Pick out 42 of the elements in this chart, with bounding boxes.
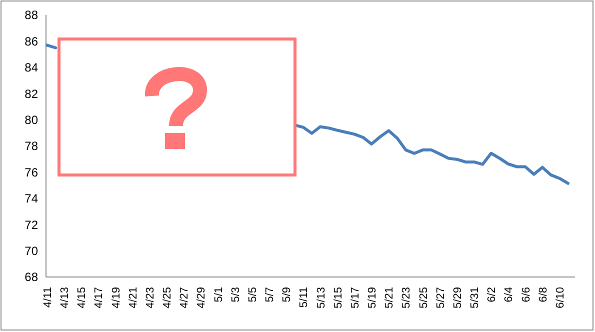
x-tick-label: 5/9 [281, 287, 294, 302]
x-tick-label: 6/10 [554, 287, 566, 308]
x-tick-label: 6/6 [520, 287, 532, 302]
x-tick-label: 4/19 [110, 287, 122, 308]
x-tick-label: 4/13 [59, 287, 72, 308]
y-tick-label: 74 [24, 192, 38, 206]
y-tick-label: 72 [24, 218, 38, 232]
x-tick-label: 6/2 [486, 287, 498, 302]
x-tick-label: 5/7 [264, 287, 276, 302]
x-tick-label: 5/31 [469, 287, 482, 308]
y-tick-label: 78 [24, 139, 38, 154]
y-tick-label: 84 [24, 60, 38, 75]
y-tick-label: 82 [24, 86, 38, 101]
y-tick-label: 68 [24, 270, 38, 284]
x-tick-label: 4/11 [42, 287, 54, 308]
y-tick-label: 70 [24, 244, 38, 258]
y-tick-label: 88 [24, 8, 38, 22]
x-tick-label: 5/23 [400, 287, 413, 308]
y-tick-label: 76 [24, 165, 38, 180]
x-tick-label: 4/25 [162, 287, 174, 308]
x-tick-label: 5/15 [332, 287, 344, 308]
x-tick-label: 6/8 [537, 287, 550, 302]
x-tick-label: 4/27 [178, 287, 191, 308]
x-tick-label: 4/17 [93, 287, 106, 308]
x-tick-label: 5/5 [246, 287, 259, 302]
x-tick-label: 5/11 [298, 287, 310, 308]
x-tick-label: 6/4 [503, 287, 516, 302]
x-tick-label: 5/19 [366, 287, 379, 308]
x-tick-label: 5/27 [434, 287, 447, 308]
x-tick-label: 4/29 [196, 287, 208, 308]
x-tick-label: 5/1 [212, 287, 225, 302]
x-tick-label: 4/23 [144, 287, 156, 308]
x-tick-label: 5/29 [452, 287, 464, 308]
y-tick-label: 86 [24, 34, 38, 48]
x-tick-label: 4/21 [127, 287, 140, 308]
x-tick-label: 5/25 [418, 287, 430, 308]
x-tick-label: 5/3 [230, 287, 242, 302]
x-tick-label: 5/17 [349, 287, 362, 308]
x-tick-label: 5/13 [315, 287, 328, 308]
y-tick-label: 80 [24, 113, 38, 127]
x-tick-label: 5/21 [384, 287, 396, 308]
x-tick-label: 4/15 [76, 287, 88, 308]
